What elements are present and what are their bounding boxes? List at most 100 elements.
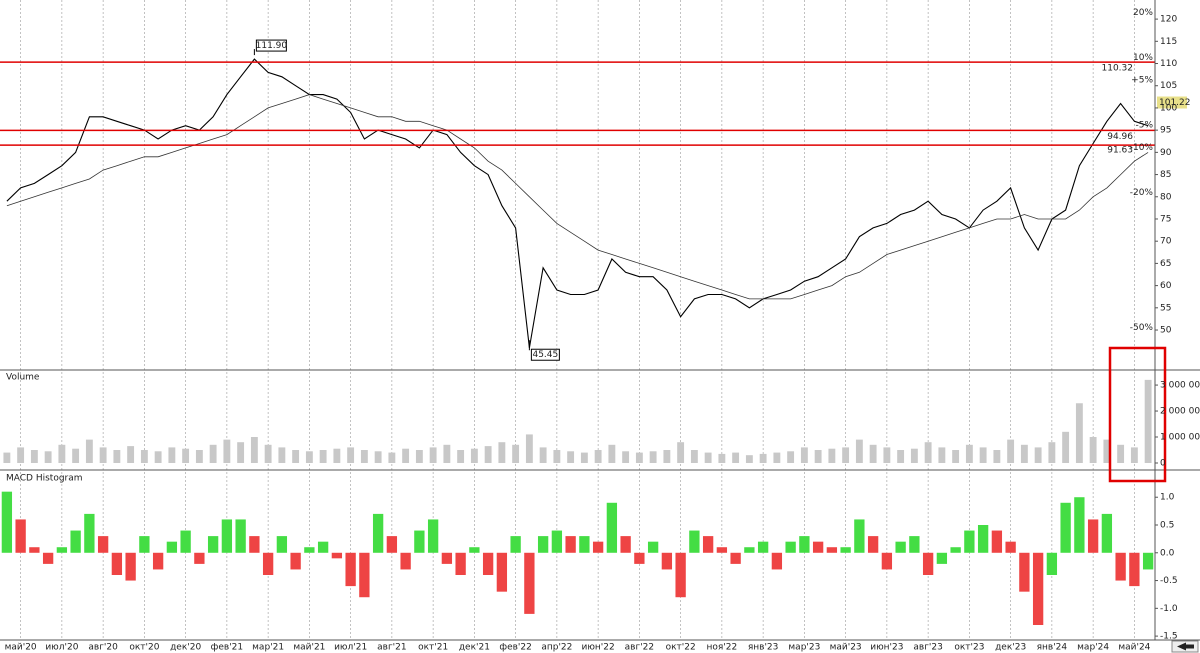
bar xyxy=(647,541,659,553)
bar xyxy=(757,541,769,553)
bar xyxy=(58,444,66,463)
y-tick-label: 95 xyxy=(1160,126,1171,136)
bar xyxy=(910,448,918,463)
bar xyxy=(635,452,643,463)
bar xyxy=(17,447,25,463)
x-tick-label: май'23 xyxy=(830,643,862,653)
bar xyxy=(1089,437,1097,463)
bar xyxy=(276,536,288,553)
bar xyxy=(70,530,81,553)
bar xyxy=(730,552,741,564)
panel-title: Volume xyxy=(6,373,40,383)
price-line xyxy=(6,94,1149,300)
y-tick-label: 1 000 000 xyxy=(1160,433,1200,443)
bar xyxy=(304,547,315,553)
x-tick-label: май'24 xyxy=(1118,643,1150,653)
bar xyxy=(771,552,783,570)
bar xyxy=(592,541,604,553)
last-price-label: 101.22 xyxy=(1159,98,1191,108)
x-tick-label: янв'24 xyxy=(1037,643,1068,653)
bar xyxy=(166,541,178,553)
bar xyxy=(606,502,618,553)
bar xyxy=(675,552,686,598)
bar xyxy=(1075,403,1083,463)
bar xyxy=(524,552,535,614)
bar xyxy=(388,452,396,463)
bar xyxy=(415,450,423,463)
bar xyxy=(1144,379,1152,463)
bar xyxy=(622,451,630,463)
bar xyxy=(936,552,948,564)
bar xyxy=(207,536,219,553)
bar xyxy=(881,552,893,570)
bar xyxy=(539,447,547,463)
x-tick-label: июл'21 xyxy=(334,643,367,653)
bar xyxy=(457,450,465,463)
bar xyxy=(360,450,368,463)
bar xyxy=(127,446,135,463)
bar xyxy=(427,519,439,553)
bar xyxy=(113,450,121,463)
x-tick-label: май'21 xyxy=(293,643,325,653)
x-tick-label: окт'21 xyxy=(418,643,448,653)
bar xyxy=(305,451,313,463)
bar xyxy=(482,552,494,575)
bar xyxy=(828,448,836,463)
bar xyxy=(139,536,150,553)
high-label: 111.90 xyxy=(256,41,288,51)
level-label: 110.32 xyxy=(1102,64,1134,74)
bar xyxy=(469,547,480,553)
bar xyxy=(441,552,453,564)
bar xyxy=(359,552,370,598)
bar xyxy=(125,552,136,581)
bar xyxy=(1117,444,1125,463)
bar xyxy=(84,513,95,553)
bar xyxy=(1087,519,1099,553)
bar xyxy=(854,519,865,553)
y-tick-label: 90 xyxy=(1160,148,1172,158)
y-tick-label: 55 xyxy=(1160,303,1171,313)
bar xyxy=(924,442,932,463)
percent-label: -5% xyxy=(1135,120,1153,130)
x-tick-label: мар'24 xyxy=(1077,643,1109,653)
bar xyxy=(826,547,838,553)
bar xyxy=(883,447,891,463)
x-tick-label: фев'21 xyxy=(211,643,243,653)
bar xyxy=(1005,541,1016,553)
x-tick-label: фев'22 xyxy=(499,643,531,653)
bar xyxy=(744,547,755,553)
x-tick-label: июн'23 xyxy=(870,643,903,653)
bar xyxy=(510,536,521,553)
bar xyxy=(1019,552,1030,592)
bar xyxy=(787,451,795,463)
x-tick-label: авг'20 xyxy=(88,643,118,653)
price-line xyxy=(6,58,1149,348)
highlight-box xyxy=(1108,346,1167,483)
y-tick-label: 100 xyxy=(1160,103,1177,113)
y-tick-label: 85 xyxy=(1160,170,1171,180)
bar xyxy=(965,444,973,463)
bar xyxy=(716,547,728,553)
bar xyxy=(759,453,767,463)
high-box xyxy=(255,39,287,52)
bar xyxy=(718,453,726,463)
bar xyxy=(1007,439,1015,463)
bar xyxy=(168,447,176,463)
percent-label: -20% xyxy=(1130,188,1154,198)
bar xyxy=(950,547,961,553)
bar xyxy=(319,450,327,463)
y-tick-label: 3 000 000 xyxy=(1160,381,1200,391)
bar xyxy=(840,547,851,553)
bar xyxy=(152,552,164,570)
bar xyxy=(512,444,520,463)
y-tick-label: 0.5 xyxy=(1160,521,1174,531)
bar xyxy=(331,552,343,559)
bar xyxy=(1,491,13,553)
x-tick-label: окт'20 xyxy=(129,643,159,653)
bar xyxy=(386,536,398,553)
x-tick-label: дек'20 xyxy=(170,643,201,653)
bar xyxy=(182,448,190,463)
bar xyxy=(800,447,808,463)
bar xyxy=(1101,513,1113,553)
